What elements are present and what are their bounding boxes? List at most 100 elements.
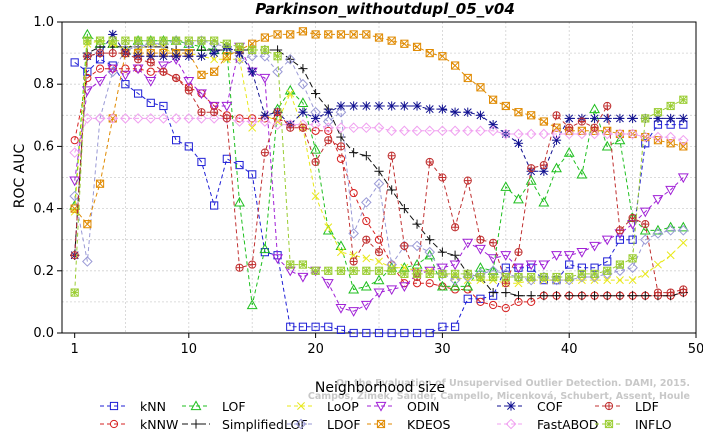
data-point [208, 113, 220, 124]
data-point [184, 52, 193, 61]
data-point [335, 304, 347, 314]
data-point [362, 216, 371, 226]
data-point-x [311, 30, 320, 39]
data-point [489, 120, 498, 129]
data-point [272, 119, 283, 130]
data-point [514, 139, 523, 148]
data-point-x [387, 36, 396, 45]
x-tick-label: 40 [561, 342, 578, 357]
data-point-star [121, 36, 130, 45]
data-point [374, 235, 384, 244]
data-point [146, 52, 155, 61]
data-point [614, 134, 626, 145]
data-point [400, 39, 409, 48]
series-line [74, 58, 684, 334]
data-point [425, 328, 434, 338]
data-point [324, 223, 333, 232]
data-point [386, 285, 398, 296]
data-point [387, 328, 396, 338]
data-point [324, 322, 333, 331]
data-point-star [565, 273, 574, 281]
x-tick-label: 30 [434, 342, 451, 357]
data-point [374, 33, 384, 42]
data-point [286, 30, 295, 39]
data-point-star [210, 36, 219, 45]
data-point [295, 418, 307, 430]
data-point [601, 128, 613, 140]
data-point [505, 418, 517, 430]
data-point [652, 131, 664, 143]
data-point [121, 64, 130, 73]
data-point [286, 89, 295, 98]
data-point [69, 176, 81, 187]
legend-label: COF [537, 399, 563, 414]
data-point [677, 221, 689, 232]
y-axis-label: ROC AUC [12, 143, 28, 208]
data-point [132, 64, 144, 75]
data-point [474, 262, 486, 272]
data-point [474, 244, 486, 255]
data-point [436, 263, 448, 274]
data-point-x [514, 108, 523, 117]
data-point [538, 196, 550, 207]
data-point-star [501, 273, 510, 281]
series-line [74, 117, 684, 153]
data-point [615, 235, 625, 244]
data-point [551, 162, 562, 173]
data-point [375, 401, 387, 412]
data-point [501, 263, 510, 272]
data-point [183, 76, 195, 87]
data-point [665, 185, 677, 196]
data-point [641, 132, 650, 142]
legend-label: kNNW [140, 417, 178, 432]
data-point [222, 52, 231, 61]
data-point [590, 114, 599, 123]
data-point [513, 128, 524, 140]
data-point-star [666, 102, 675, 110]
data-point [627, 262, 638, 273]
data-point [69, 147, 80, 158]
legend-label: LDOF [327, 417, 361, 432]
data-point [678, 225, 689, 236]
data-point [190, 400, 202, 411]
data-point [360, 300, 372, 311]
data-point-star [337, 266, 345, 275]
data-point [183, 113, 195, 124]
x-tick-label: 20 [307, 342, 324, 357]
data-point-star [654, 108, 662, 117]
data-point [641, 269, 650, 278]
data-point-x [298, 27, 307, 36]
data-point [425, 279, 434, 288]
data-point [411, 125, 423, 137]
data-point [248, 114, 257, 123]
data-point [463, 294, 472, 303]
data-point [298, 108, 307, 117]
data-point [322, 279, 334, 289]
data-point [539, 167, 548, 176]
data-point [83, 220, 92, 229]
data-point [424, 125, 436, 137]
data-point [500, 251, 512, 261]
data-point [221, 101, 233, 112]
data-point [208, 101, 220, 112]
data-point [95, 179, 105, 188]
data-point-star [222, 39, 231, 48]
data-point [438, 52, 447, 61]
data-point [222, 154, 231, 163]
x-tick-label: 10 [181, 342, 198, 357]
data-point [449, 274, 461, 286]
data-point [298, 27, 308, 36]
data-point [107, 113, 119, 124]
data-point [424, 246, 436, 258]
data-point-x [337, 30, 345, 39]
data-point [628, 235, 637, 244]
data-point [665, 131, 676, 143]
data-point [311, 192, 320, 201]
data-point-star [83, 36, 92, 45]
data-point [337, 248, 345, 257]
data-point [639, 207, 651, 218]
data-point [589, 271, 600, 283]
data-point-x [197, 70, 206, 79]
x-axis-label: Neighborhood size [315, 380, 445, 396]
data-point [552, 123, 561, 132]
